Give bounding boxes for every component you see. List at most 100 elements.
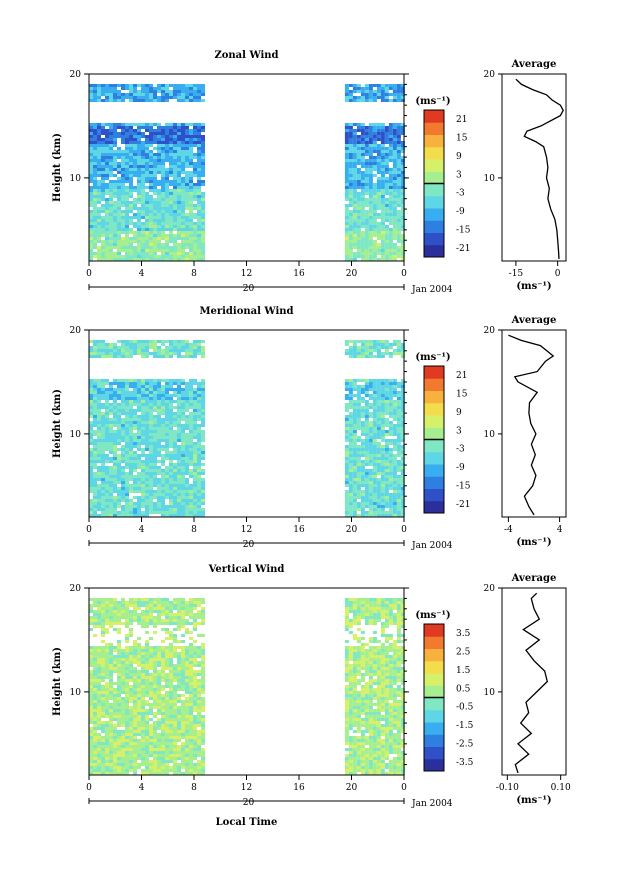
month-label: Jan 2004 [411, 285, 453, 295]
colorbar-tick-label: 1.5 [456, 666, 471, 676]
y-tick-label: 20 [70, 326, 82, 336]
average-frame [501, 73, 567, 262]
x-tick-label: 8 [191, 783, 197, 793]
colorbar-swatch [424, 660, 444, 674]
colorbar-tick-label: -3.5 [456, 758, 474, 768]
colorbar-swatch [424, 122, 444, 135]
colorbar-tick-label: 9 [456, 408, 462, 418]
colorbar-swatch [424, 244, 444, 258]
colorbar-swatch [424, 488, 444, 502]
x-tick-label: 12 [241, 269, 252, 279]
y-tick-label: 10 [70, 174, 82, 184]
colorbar-swatch [424, 402, 444, 416]
colorbar-swatch [424, 722, 444, 735]
x-tick-label: 16 [293, 525, 305, 535]
colorbar-tick-label: 21 [456, 371, 467, 381]
colorbar-swatch [424, 476, 444, 489]
colorbar-tick-label: 9 [456, 152, 462, 162]
average-y-tick-label: 10 [484, 174, 496, 184]
y-tick-label: 20 [70, 584, 82, 594]
x-tick-label: 20 [346, 783, 358, 793]
colorbar-swatch [424, 378, 444, 391]
colorbar-tick-label: 15 [456, 390, 468, 400]
y-axis-label: Height (km) [52, 647, 63, 716]
colorbar-tick-label: 2.5 [456, 648, 471, 658]
average-x-tick-label: -0.10 [496, 783, 519, 793]
average-x-tick-label: 0.10 [551, 783, 571, 793]
average-x-tick-label: -4 [504, 525, 513, 535]
average-panel: Average 20 10 -4 4 (ms⁻¹) [484, 315, 567, 548]
colorbar-tick-label: 21 [456, 115, 467, 125]
average-y-tick-label: 20 [484, 584, 496, 594]
colorbar-swatch [424, 451, 444, 465]
x-tick-label: 12 [241, 783, 252, 793]
colorbar-unit: (ms⁻¹) [415, 352, 450, 363]
x-tick-label: 16 [293, 269, 305, 279]
colorbar-swatch [424, 171, 444, 184]
x-axis-label: Local Time [216, 817, 278, 828]
colorbar-swatch [424, 500, 444, 514]
average-profile-line [514, 592, 549, 774]
colorbar-swatch [424, 366, 444, 379]
colorbar-swatch [424, 439, 444, 453]
colorbar-swatch [424, 110, 444, 123]
panel-title: Meridional Wind [199, 306, 293, 317]
average-frame [501, 587, 567, 776]
colorbar-swatch [424, 195, 444, 209]
colorbar-swatch [424, 746, 444, 760]
x-tick-label: 0 [401, 269, 407, 279]
colorbar-tick-label: 0.5 [456, 684, 471, 694]
colorbar-swatch [424, 232, 444, 246]
colorbar-swatch [424, 673, 444, 686]
date-label: 20 [243, 798, 255, 808]
average-y-tick-label: 20 [484, 70, 496, 80]
colorbar-tick-label: -21 [456, 244, 471, 254]
average-x-tick-label: -15 [509, 269, 524, 279]
colorbar: (ms⁻¹) 21 15 9 3 -3 -9 -15 -21 [415, 96, 471, 258]
average-title: Average [511, 59, 557, 70]
y-axis-label: Height (km) [52, 389, 63, 458]
x-tick-label: 0 [86, 525, 92, 535]
average-y-tick-label: 20 [484, 326, 496, 336]
average-profile-line [515, 78, 564, 259]
average-title: Average [511, 315, 557, 326]
colorbar-swatch [424, 208, 444, 221]
x-tick-label: 20 [346, 269, 358, 279]
y-tick-label: 20 [70, 70, 82, 80]
average-x-label: (ms⁻¹) [516, 281, 551, 292]
average-x-label: (ms⁻¹) [516, 795, 551, 806]
x-tick-label: 16 [293, 783, 305, 793]
colorbar-swatch [424, 220, 444, 233]
colorbar-swatch [424, 624, 444, 637]
x-tick-label: 0 [401, 525, 407, 535]
colorbar-swatch [424, 648, 444, 662]
colorbar-tick-label: -1.5 [456, 721, 474, 731]
x-tick-label: 0 [86, 269, 92, 279]
colorbar-tick-label: -9 [456, 207, 465, 217]
colorbar-tick-label: -3 [456, 445, 465, 455]
panel-title: Vertical Wind [208, 564, 285, 575]
y-tick-label: 10 [70, 688, 82, 698]
colorbar-swatch [424, 464, 444, 477]
x-tick-label: 20 [346, 525, 358, 535]
colorbar-swatch [424, 685, 444, 698]
date-label: 20 [243, 284, 255, 294]
average-title: Average [511, 573, 557, 584]
colorbar-tick-label: 15 [456, 134, 468, 144]
colorbar-unit: (ms⁻¹) [415, 96, 450, 107]
colorbar-swatch [424, 183, 444, 197]
x-tick-label: 4 [139, 269, 145, 279]
colorbar-swatch [424, 159, 444, 172]
colorbar-swatch [424, 415, 444, 428]
average-y-tick-label: 10 [484, 430, 496, 440]
x-tick-label: 0 [86, 783, 92, 793]
x-tick-label: 4 [139, 783, 145, 793]
y-axis-label: Height (km) [52, 133, 63, 202]
colorbar-swatch [424, 758, 444, 772]
average-y-tick-label: 10 [484, 688, 496, 698]
colorbar-swatch [424, 709, 444, 723]
colorbar-tick-label: 3 [456, 170, 462, 180]
panel-1: Meridional Wind 20 10 Height (km) 0 4 8 12 16 20 0… [52, 306, 567, 551]
average-panel: Average 20 10 -15 0 (ms⁻¹) [484, 59, 567, 292]
